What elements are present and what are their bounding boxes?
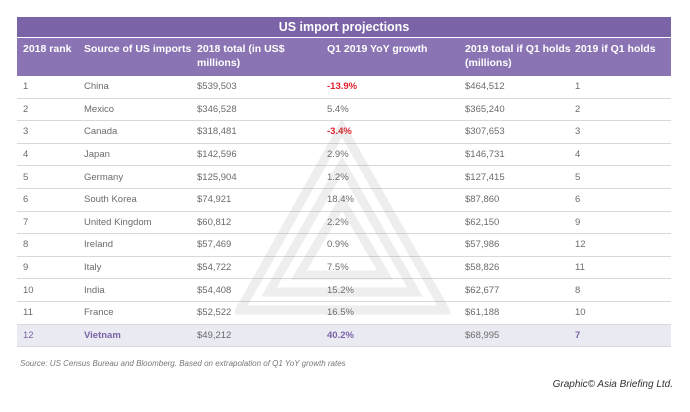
table-row: 3 Canada $318,481 -3.4% $307,653 3 [17, 121, 671, 144]
table-row: 8 Ireland $57,469 0.9% $57,986 12 [17, 234, 671, 257]
cell-total-2018: $318,481 [197, 126, 237, 138]
cell-total-2018: $52,522 [197, 307, 232, 319]
cell-source: United Kingdom [84, 216, 152, 228]
cell-rank: 10 [23, 284, 34, 296]
cell-rank-2019: 5 [575, 171, 581, 183]
cell-rank-2019: 2 [575, 103, 581, 115]
cell-rank: 1 [23, 81, 29, 93]
table-row: 12 Vietnam $49,212 40.2% $68,995 7 [17, 324, 671, 348]
cell-rank: 2 [23, 103, 29, 115]
cell-growth: 15.2% [327, 284, 354, 296]
cell-total-2019: $307,653 [465, 126, 505, 138]
cell-total-2018: $346,528 [197, 103, 237, 115]
cell-source: South Korea [84, 194, 137, 206]
cell-total-2018: $54,722 [197, 262, 232, 274]
header-total-2018: 2018 total (in US$ millions) [197, 43, 285, 69]
table-row: 9 Italy $54,722 7.5% $58,826 11 [17, 257, 671, 280]
cell-rank: 6 [23, 194, 29, 206]
cell-rank: 3 [23, 126, 29, 138]
cell-growth: 5.4% [327, 103, 349, 115]
table-row: 10 India $54,408 15.2% $62,677 8 [17, 279, 671, 302]
table-title: US import projections [17, 17, 671, 38]
cell-total-2019: $127,415 [465, 171, 505, 183]
cell-rank: 7 [23, 216, 29, 228]
cell-total-2019: $68,995 [465, 329, 500, 341]
cell-rank-2019: 4 [575, 149, 581, 161]
cell-total-2019: $61,188 [465, 307, 500, 319]
cell-total-2019: $464,512 [465, 81, 505, 93]
cell-source: Italy [84, 262, 102, 274]
cell-rank-2019: 9 [575, 216, 581, 228]
cell-rank-2019: 7 [575, 329, 581, 341]
cell-source: France [84, 307, 114, 319]
table-row: 5 Germany $125,904 1.2% $127,415 5 [17, 166, 671, 189]
cell-total-2019: $365,240 [465, 103, 505, 115]
cell-rank-2019: 3 [575, 126, 581, 138]
header-row: 2018 rank Source of US imports 2018 tota… [17, 38, 671, 76]
cell-source: India [84, 284, 105, 296]
cell-rank: 9 [23, 262, 29, 274]
cell-source: Mexico [84, 103, 115, 115]
cell-total-2018: $49,212 [197, 329, 232, 341]
cell-source: Japan [84, 149, 110, 161]
cell-rank-2019: 1 [575, 81, 581, 93]
cell-total-2018: $54,408 [197, 284, 232, 296]
cell-rank: 4 [23, 149, 29, 161]
cell-total-2018: $60,812 [197, 216, 232, 228]
header-rank: 2018 rank [23, 43, 72, 55]
header-rank-2019: 2019 if Q1 holds [575, 43, 656, 55]
cell-rank-2019: 8 [575, 284, 581, 296]
cell-rank-2019: 12 [575, 239, 586, 251]
cell-total-2019: $87,860 [465, 194, 500, 206]
cell-total-2018: $57,469 [197, 239, 232, 251]
cell-total-2019: $62,150 [465, 216, 500, 228]
cell-growth: 7.5% [327, 262, 349, 274]
cell-total-2018: $539,503 [197, 81, 237, 93]
cell-growth: 16.5% [327, 307, 354, 319]
cell-total-2019: $58,826 [465, 262, 500, 274]
import-table: US import projections 2018 rank Source o… [17, 17, 671, 348]
table-row: 7 United Kingdom $60,812 2.2% $62,150 9 [17, 212, 671, 235]
table-row: 2 Mexico $346,528 5.4% $365,240 2 [17, 99, 671, 122]
cell-total-2018: $125,904 [197, 171, 237, 183]
cell-total-2019: $57,986 [465, 239, 500, 251]
cell-rank-2019: 6 [575, 194, 581, 206]
cell-growth: 0.9% [327, 239, 349, 251]
table-row: 1 China $539,503 -13.9% $464,512 1 [17, 76, 671, 99]
cell-source: Germany [84, 171, 124, 183]
cell-total-2018: $74,921 [197, 194, 232, 206]
table-row: 11 France $52,522 16.5% $61,188 10 [17, 302, 671, 325]
cell-total-2019: $62,677 [465, 284, 500, 296]
table-body: 1 China $539,503 -13.9% $464,512 1 2 Mexico $346… [17, 76, 671, 348]
cell-growth: 2.9% [327, 149, 349, 161]
cell-growth: -3.4% [327, 126, 352, 138]
cell-rank: 11 [23, 307, 33, 319]
graphic-credit: Graphic© Asia Briefing Ltd. [552, 379, 673, 390]
header-total-2019: 2019 total if Q1 holds (millions) [465, 43, 571, 69]
table-row: 4 Japan $142,596 2.9% $146,731 4 [17, 144, 671, 167]
cell-source: Canada [84, 126, 118, 138]
cell-rank-2019: 11 [575, 262, 585, 274]
header-source: Source of US imports [84, 43, 192, 55]
table-row: 6 South Korea $74,921 18.4% $87,860 6 [17, 189, 671, 212]
cell-source: Vietnam [84, 329, 121, 341]
cell-growth: 1.2% [327, 171, 349, 183]
cell-rank: 8 [23, 239, 29, 251]
cell-total-2019: $146,731 [465, 149, 505, 161]
source-note: Source: US Census Bureau and Bloomberg. … [20, 359, 346, 368]
cell-rank: 5 [23, 171, 29, 183]
cell-growth: 2.2% [327, 216, 349, 228]
cell-growth: 18.4% [327, 194, 354, 206]
cell-rank-2019: 10 [575, 307, 586, 319]
cell-growth: -13.9% [327, 81, 358, 93]
header-growth: Q1 2019 YoY growth [327, 43, 428, 55]
cell-source: China [84, 81, 109, 93]
cell-growth: 40.2% [327, 329, 354, 341]
cell-rank: 12 [23, 329, 34, 341]
cell-total-2018: $142,596 [197, 149, 237, 161]
cell-source: Ireland [84, 239, 114, 251]
